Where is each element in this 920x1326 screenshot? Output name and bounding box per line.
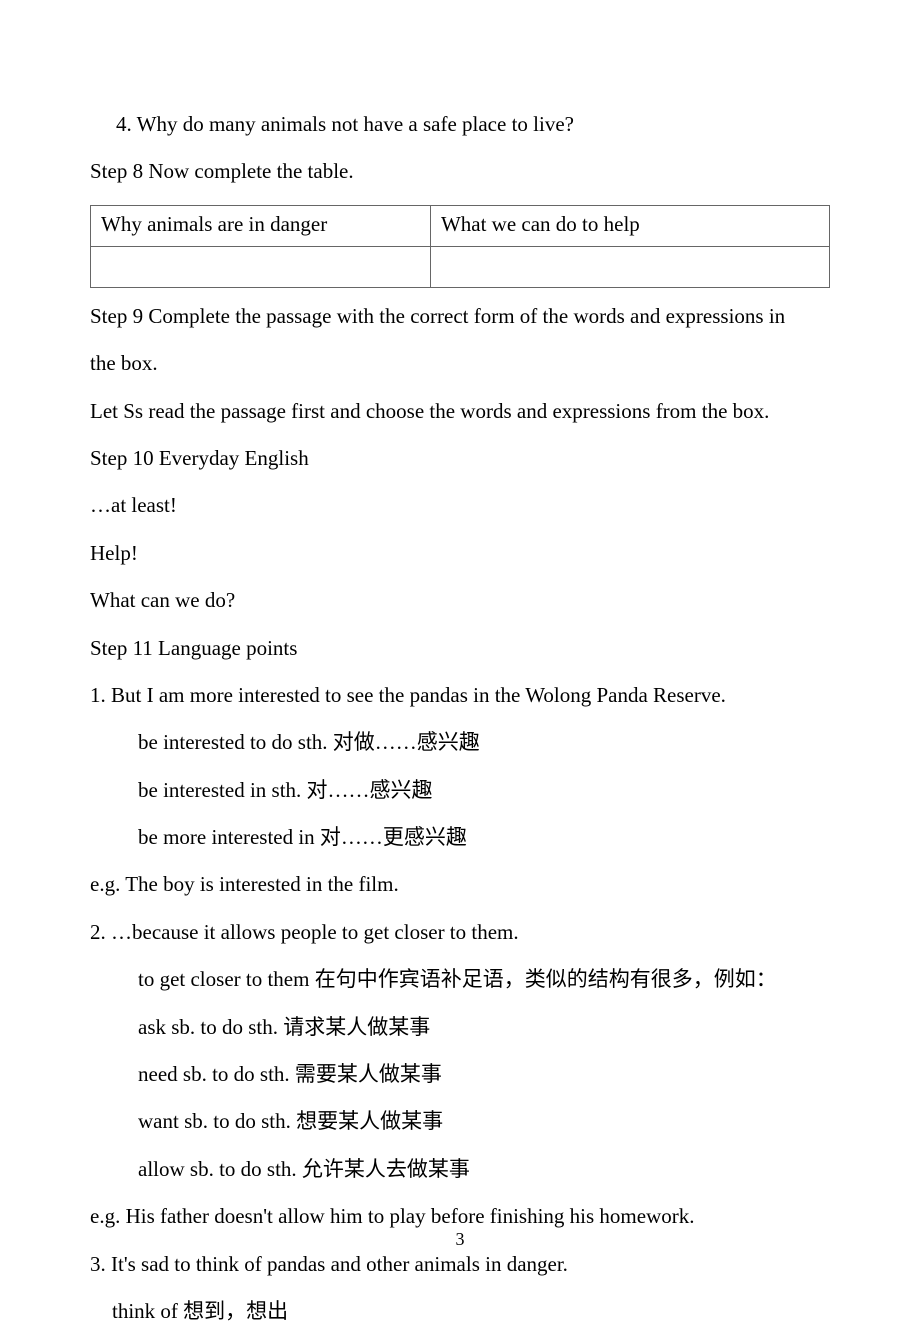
- danger-table: Why animals are in danger What we can do…: [90, 205, 830, 288]
- point-1-main: 1. But I am more interested to see the p…: [90, 681, 830, 710]
- page-number: 3: [0, 1229, 920, 1250]
- question-4: 4. Why do many animals not have a safe p…: [90, 110, 830, 139]
- step-11-title: Step 11 Language points: [90, 634, 830, 663]
- point-3-main: 3. It's sad to think of pandas and other…: [90, 1250, 830, 1279]
- point-2-main: 2. …because it allows people to get clos…: [90, 918, 830, 947]
- point-3-a: think of 想到，想出: [90, 1297, 830, 1326]
- everyday-line-2: Help!: [90, 539, 830, 568]
- step-10-title: Step 10 Everyday English: [90, 444, 830, 473]
- point-1-c: be more interested in 对……更感兴趣: [90, 823, 830, 852]
- everyday-line-3: What can we do?: [90, 586, 830, 615]
- step-8-title: Step 8 Now complete the table.: [90, 157, 830, 186]
- table-header-right: What we can do to help: [430, 205, 829, 246]
- point-1-eg: e.g. The boy is interested in the film.: [90, 870, 830, 899]
- table-cell-empty: [430, 246, 829, 287]
- point-2-eg: e.g. His father doesn't allow him to pla…: [90, 1202, 830, 1231]
- step-9-line-2: the box.: [90, 349, 830, 378]
- table-header-left: Why animals are in danger: [91, 205, 431, 246]
- point-2-c: need sb. to do sth. 需要某人做某事: [90, 1060, 830, 1089]
- point-2-d: want sb. to do sth. 想要某人做某事: [90, 1107, 830, 1136]
- document-page: 4. Why do many animals not have a safe p…: [0, 0, 920, 1300]
- table-row: Why animals are in danger What we can do…: [91, 205, 830, 246]
- everyday-line-1: …at least!: [90, 491, 830, 520]
- point-1-a: be interested to do sth. 对做……感兴趣: [90, 728, 830, 757]
- point-2-a: to get closer to them 在句中作宾语补足语，类似的结构有很多…: [90, 965, 830, 994]
- point-1-b: be interested in sth. 对……感兴趣: [90, 776, 830, 805]
- point-2-b: ask sb. to do sth. 请求某人做某事: [90, 1013, 830, 1042]
- step-9-note: Let Ss read the passage first and choose…: [90, 397, 830, 426]
- step-9-line-1: Step 9 Complete the passage with the cor…: [90, 302, 830, 331]
- point-2-e: allow sb. to do sth. 允许某人去做某事: [90, 1155, 830, 1184]
- table-cell-empty: [91, 246, 431, 287]
- table-row: [91, 246, 830, 287]
